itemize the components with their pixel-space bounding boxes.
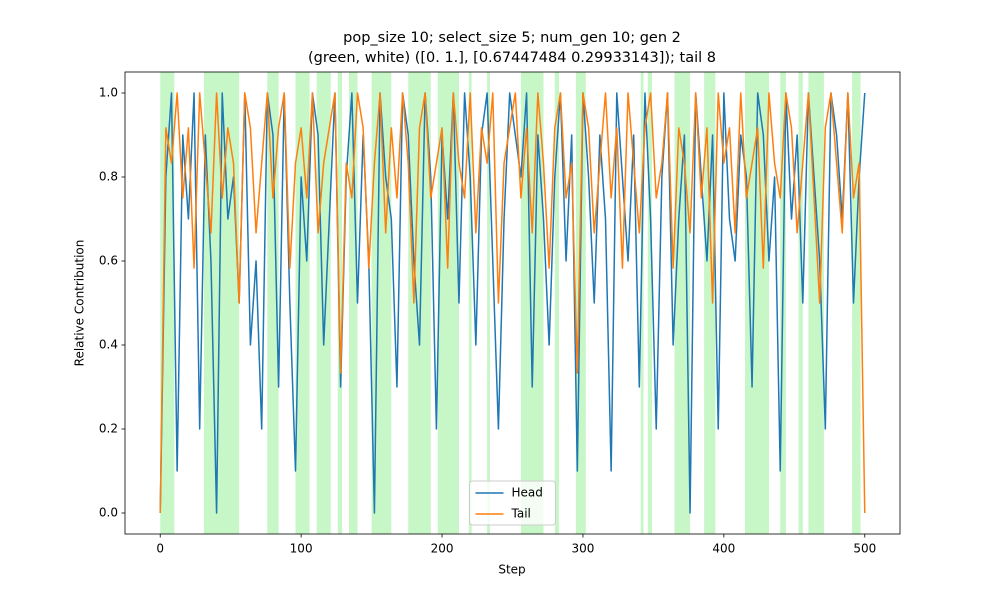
highlight-span: [798, 72, 803, 534]
x-tick-label: 100: [290, 542, 313, 556]
x-tick-label: 300: [572, 542, 595, 556]
axes: 0 100 200 300 400 500 0.0 0.2 0.4 0.6 0.8 1.0: [99, 71, 901, 556]
chart-title: pop_size 10; select_size 5; num_gen 10; …: [343, 30, 681, 46]
highlight-span: [487, 72, 490, 534]
y-tick-label: 0.4: [99, 338, 118, 352]
y-tick-label: 0.8: [99, 170, 118, 184]
highlight-span: [704, 72, 716, 534]
x-tick-label: 500: [853, 542, 876, 556]
legend: Head Tail: [469, 480, 556, 526]
highlight-span: [852, 72, 861, 534]
highlight-span: [520, 72, 544, 534]
legend-label: Tail: [511, 507, 531, 521]
y-tick-label: 0.6: [99, 254, 118, 268]
highlight-span: [437, 72, 459, 534]
highlight-span: [745, 72, 769, 534]
y-tick-label: 1.0: [99, 86, 118, 100]
highlight-span: [640, 72, 644, 534]
highlight-span: [267, 72, 279, 534]
x-tick-label: 200: [431, 542, 454, 556]
highlight-span: [160, 72, 175, 534]
y-axis-label: Relative Contribution: [73, 240, 87, 367]
x-axis-label: Step: [498, 563, 525, 577]
highlight-span: [349, 72, 358, 534]
highlight-span: [554, 72, 559, 534]
highlight-span: [647, 72, 652, 534]
chart-title: (green, white) ([0. 1.], [0.67447484 0.2…: [308, 50, 716, 66]
line-series: [159, 92, 866, 514]
y-tick-label: 0.2: [99, 422, 118, 436]
highlight-span: [408, 72, 431, 534]
highlight-span: [468, 72, 472, 534]
lines: [159, 92, 866, 514]
y-tick-label: 0.0: [99, 506, 118, 520]
plot-frame: [124, 71, 901, 535]
highlight-span: [808, 72, 824, 534]
highlight-span: [575, 72, 586, 534]
legend-label: Head: [512, 486, 543, 500]
highlight-span: [674, 72, 691, 534]
x-tick-label: 0: [156, 542, 164, 556]
x-tick-label: 400: [712, 542, 735, 556]
